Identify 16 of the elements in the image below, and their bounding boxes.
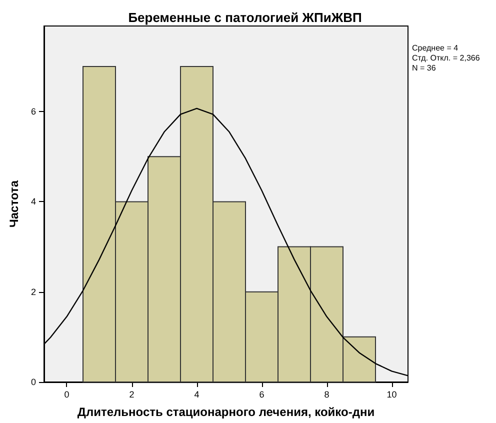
x-tick-label: 4	[194, 390, 200, 400]
x-axis-title: Длительность стационарного лечения, койко-дни	[77, 405, 375, 419]
y-tick-label: 2	[30, 286, 36, 297]
y-tick-label: 6	[30, 106, 36, 117]
x-tick-label: 0	[64, 390, 70, 400]
x-tick-label: 6	[259, 390, 264, 400]
chart-title: Беременные с патологией ЖПиЖВП	[128, 10, 362, 25]
text: Стд. Откл. = 2,366	[412, 54, 480, 62]
y-tick-label: 0	[30, 377, 36, 387]
y-axis-title: Частота	[7, 180, 21, 228]
y-tick-label: 4	[30, 196, 36, 207]
x-tick-label: 2	[129, 390, 134, 400]
x-tick-label: 10	[386, 390, 397, 400]
text: N = 36	[412, 64, 436, 72]
x-tick-label: 8	[324, 390, 330, 400]
text: Среднее = 4	[412, 44, 459, 52]
